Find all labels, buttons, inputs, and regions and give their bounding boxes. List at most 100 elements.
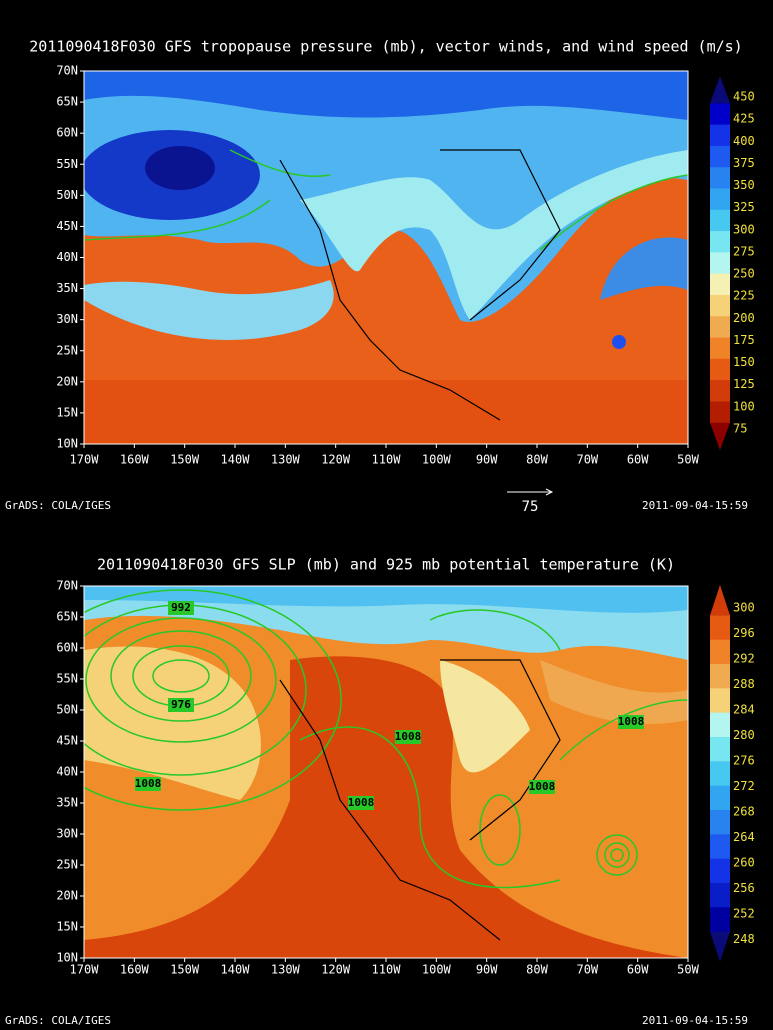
colorbar-swatch <box>710 688 730 714</box>
lat-label: 25N <box>56 343 78 357</box>
contour-label: 1008 <box>395 730 422 743</box>
colorbar-swatch <box>710 761 730 787</box>
contour-label: 1008 <box>135 777 162 790</box>
colorbar-label: 288 <box>733 677 755 691</box>
colorbar-label: 400 <box>733 134 755 148</box>
lat-label: 40N <box>56 250 78 264</box>
lat-label: 70N <box>56 64 78 78</box>
colorbar-swatch <box>710 103 730 126</box>
colorbar-swatch <box>710 273 730 296</box>
colorbar-label: 292 <box>733 651 755 665</box>
lon-label: 90W <box>476 963 498 977</box>
lon-label: 140W <box>221 453 251 467</box>
lat-label: 60N <box>56 126 78 140</box>
lon-label: 100W <box>422 453 452 467</box>
lon-label: 60W <box>627 453 649 467</box>
lat-label: 35N <box>56 281 78 295</box>
vector-reference-label: 75 <box>522 499 539 515</box>
lat-label: 20N <box>56 889 78 903</box>
colorbar-swatch <box>710 231 730 253</box>
colorbar-swatch <box>710 337 730 360</box>
colorbar-swatch <box>710 294 730 317</box>
colorbar-label: 225 <box>733 289 755 303</box>
contour-label-box <box>168 601 194 615</box>
footer-right: 2011-09-04-15:59 <box>642 1014 748 1027</box>
colorbar-label: 375 <box>733 156 755 170</box>
lon-label: 120W <box>321 963 351 977</box>
lon-label: 160W <box>120 453 150 467</box>
contour-label: 976 <box>171 698 191 711</box>
lat-label: 50N <box>56 188 78 202</box>
colorbar-swatch <box>710 858 730 884</box>
lat-label: 20N <box>56 374 78 388</box>
colorbar-label: 175 <box>733 333 755 347</box>
lon-label: 120W <box>321 453 351 467</box>
colorbar-label: 272 <box>733 779 755 793</box>
colorbar-label: 260 <box>733 855 755 869</box>
lon-label: 70W <box>576 453 598 467</box>
lat-label: 50N <box>56 703 78 717</box>
colorbar-label: 450 <box>733 90 755 104</box>
lon-label: 170W <box>70 453 100 467</box>
vector-reference-arrow <box>507 488 554 496</box>
panel-title: 2011090418F030 GFS SLP (mb) and 925 mb p… <box>97 556 675 574</box>
colorbar-label: 100 <box>733 399 755 413</box>
lat-label: 15N <box>56 920 78 934</box>
lon-label: 80W <box>526 453 548 467</box>
colorbar-swatch <box>710 209 730 232</box>
contour-label-box <box>348 796 374 810</box>
contour-label: 1008 <box>529 780 556 793</box>
lat-label: 70N <box>56 579 78 593</box>
lon-label: 70W <box>576 963 598 977</box>
colorbar-label: 75 <box>733 421 747 435</box>
colorbar-label: 284 <box>733 702 755 716</box>
colorbar-swatch <box>710 316 730 339</box>
lon-label: 50W <box>677 963 699 977</box>
footer-left: GrADS: COLA/IGES <box>5 1014 111 1027</box>
colorbar-swatch <box>710 737 730 762</box>
colorbar-label: 300 <box>733 222 755 236</box>
lon-label: 80W <box>526 963 548 977</box>
colorbar-swatch <box>710 883 730 908</box>
lon-label: 130W <box>271 453 301 467</box>
colorbar-swatch <box>710 712 730 738</box>
contour-label-box <box>168 698 194 712</box>
colorbar-label: 200 <box>733 311 755 325</box>
colorbar-swatch <box>710 401 730 424</box>
colorbar-label: 280 <box>733 728 755 742</box>
lat-label: 10N <box>56 951 78 965</box>
lon-label: 100W <box>422 963 452 977</box>
colorbar-swatch <box>710 380 730 402</box>
lat-label: 10N <box>56 437 78 451</box>
lat-label: 65N <box>56 95 78 109</box>
lon-label: 170W <box>70 963 100 977</box>
lat-label: 55N <box>56 157 78 171</box>
colorbar-label: 125 <box>733 377 755 391</box>
lat-label: 45N <box>56 734 78 748</box>
colorbar-swatch <box>710 907 730 933</box>
lon-label: 90W <box>476 453 498 467</box>
colorbar-label: 256 <box>733 881 755 895</box>
lon-label: 110W <box>372 963 402 977</box>
colorbar-end <box>710 76 730 104</box>
lon-label: 140W <box>221 963 251 977</box>
colorbar-label: 250 <box>733 267 755 281</box>
colorbar-label: 296 <box>733 626 755 640</box>
colorbar-swatch <box>710 834 730 860</box>
lat-label: 15N <box>56 405 78 419</box>
colorbar-swatch <box>710 145 730 168</box>
colorbar-label: 268 <box>733 804 755 818</box>
colorbar-swatch <box>710 167 730 189</box>
colorbar-label: 300 <box>733 600 755 614</box>
colorbar-end <box>710 585 730 616</box>
colorbar-swatch <box>710 785 730 811</box>
colorbar-end <box>710 422 730 450</box>
colorbar-swatch <box>710 252 730 275</box>
footer-right: 2011-09-04-15:59 <box>642 499 748 512</box>
lat-label: 55N <box>56 672 78 686</box>
colorbar-swatch <box>710 810 730 835</box>
colorbar-swatch <box>710 664 730 689</box>
lat-label: 30N <box>56 827 78 841</box>
lat-label: 60N <box>56 641 78 655</box>
